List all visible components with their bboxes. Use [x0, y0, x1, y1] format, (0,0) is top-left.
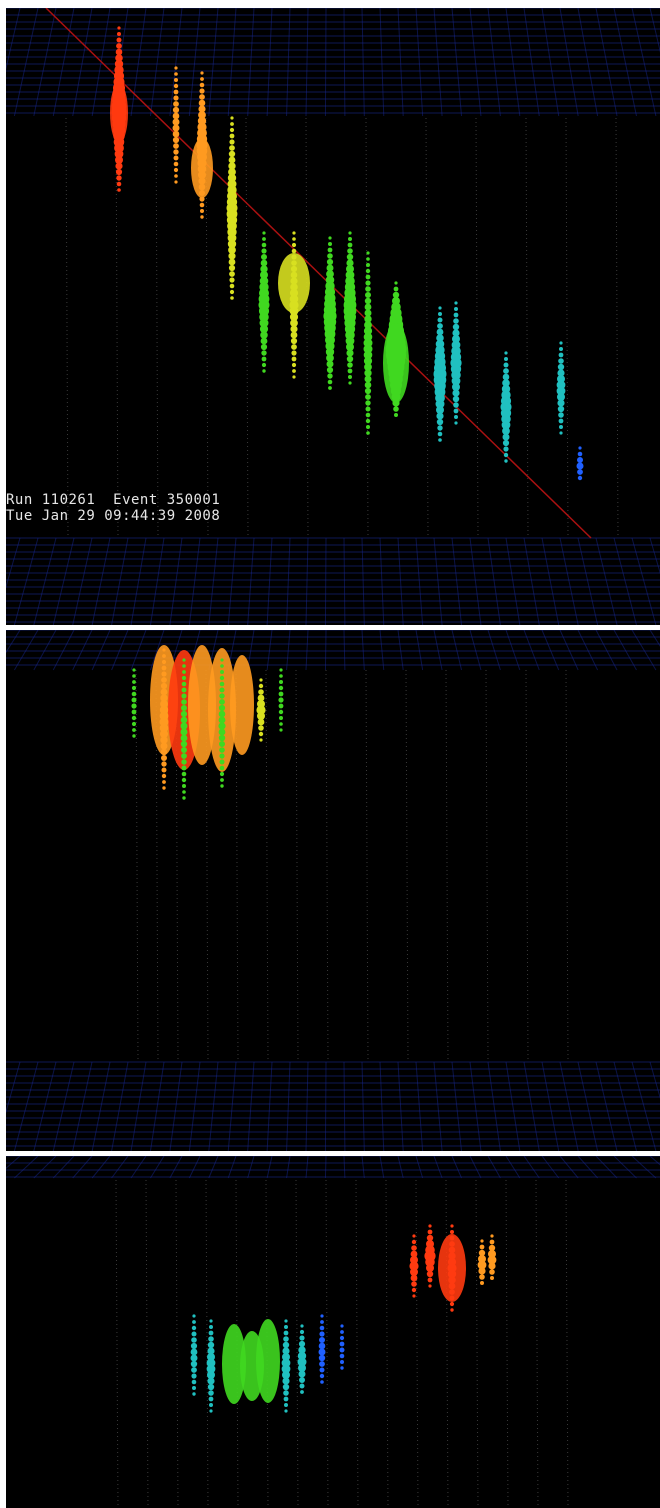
hit-column-9 — [363, 251, 373, 435]
bottom-grid-plane — [6, 1061, 660, 1151]
event-display-panel-3 — [6, 1156, 660, 1508]
hit-column-6 — [256, 678, 266, 742]
hit-column-r5 — [487, 1234, 497, 1280]
hit-column-g7 — [297, 1324, 307, 1394]
event-display-2 — [6, 630, 660, 1151]
hit-core-1 — [110, 83, 128, 143]
hit-core-g3 — [222, 1324, 246, 1404]
event-display-1 — [6, 8, 660, 625]
detector-strings — [135, 669, 569, 1063]
top-grid-plane — [6, 8, 660, 117]
hit-column-g8 — [318, 1314, 326, 1384]
run-event-label: Run 110261 Event 350001 — [6, 492, 221, 508]
hit-column-5 — [258, 231, 270, 373]
hit-core-3 — [191, 138, 213, 198]
hit-core-5 — [230, 655, 254, 755]
hit-core-g5 — [256, 1319, 280, 1403]
hit-column-r4 — [477, 1239, 487, 1285]
hit-column-6 — [289, 231, 299, 379]
event-display-panel-2 — [6, 630, 660, 1151]
top-grid-plane — [6, 1156, 660, 1179]
hit-column-left — [131, 668, 137, 738]
detector-strings — [65, 117, 619, 539]
hit-column-2 — [172, 66, 180, 184]
hit-column-7 — [323, 236, 337, 390]
top-grid-plane — [6, 630, 660, 671]
hit-column-r2 — [424, 1224, 436, 1288]
event-display-3 — [6, 1156, 660, 1508]
event-display-panel-1: Run 110261 Event 350001 Tue Jan 29 09:44… — [6, 8, 660, 625]
hit-column-14 — [556, 341, 566, 435]
hit-column-7 — [278, 668, 284, 732]
hit-column-4 — [226, 116, 238, 300]
hit-column-1 — [159, 648, 169, 790]
hit-column-g2 — [206, 1319, 216, 1413]
hit-column-12 — [450, 301, 462, 425]
hit-column-r1 — [409, 1234, 419, 1298]
hit-column-4 — [218, 658, 226, 788]
hit-column-g9 — [339, 1324, 345, 1370]
muon-track-line — [45, 8, 592, 539]
timestamp-label: Tue Jan 29 09:44:39 2008 — [6, 508, 221, 524]
bottom-grid-plane — [6, 537, 660, 625]
hit-column-15 — [576, 446, 584, 481]
hit-column-11 — [433, 306, 447, 442]
hit-core-3 — [188, 645, 216, 765]
hit-column-r3 — [447, 1224, 457, 1312]
hit-core-10 — [383, 323, 409, 403]
hit-column-13 — [500, 351, 512, 463]
hit-column-8 — [343, 231, 357, 385]
hit-column-2 — [180, 658, 188, 800]
hit-column-g6 — [281, 1319, 291, 1413]
hit-column-g1 — [190, 1314, 198, 1396]
